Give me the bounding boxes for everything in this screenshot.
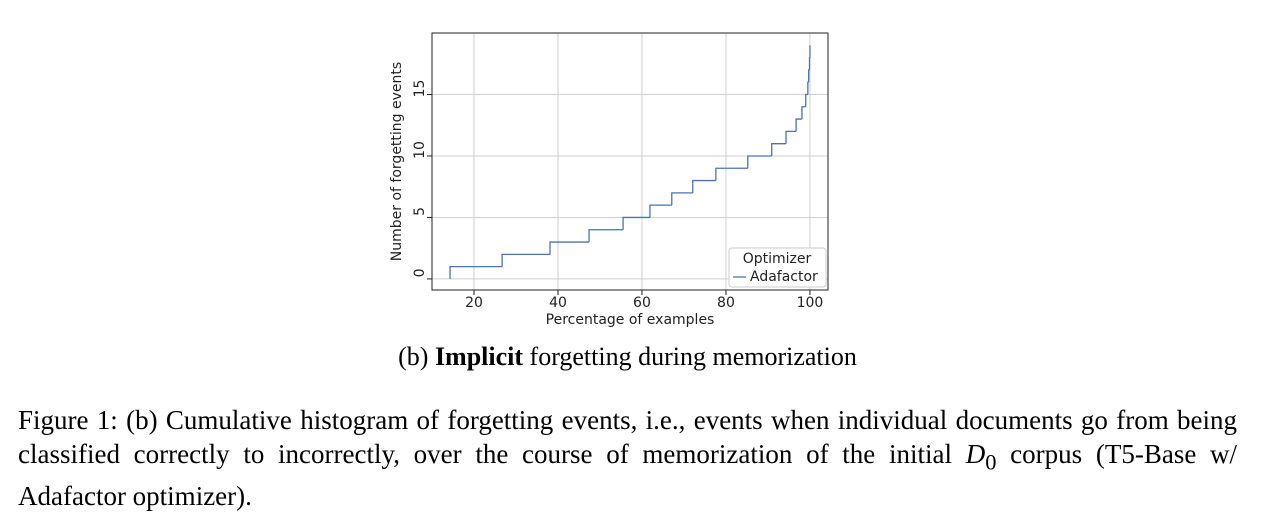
x-tick-label: 20	[465, 295, 483, 311]
step-segment	[715, 167, 748, 181]
step-segment	[549, 241, 590, 255]
step-segment	[785, 130, 797, 144]
y-tick-label: 5	[412, 207, 428, 216]
step-segment	[622, 216, 650, 230]
y-tick-label: 10	[412, 141, 428, 159]
subcaption-bold: Implicit	[434, 342, 524, 371]
x-axis-label: Percentage of examples	[546, 312, 715, 328]
caption-sub: 0	[985, 449, 997, 475]
y-axis-label: Number of forgetting events	[389, 62, 405, 261]
step-segment	[808, 69, 810, 83]
y-tick-label: 15	[412, 80, 428, 98]
step-segment	[588, 229, 624, 243]
step-segment	[807, 81, 809, 95]
x-tick-label: 60	[633, 295, 651, 311]
step-segment	[671, 192, 693, 206]
step-segment	[692, 179, 716, 193]
step-segment	[801, 106, 806, 120]
subcaption-text: forgetting during memorization	[529, 342, 857, 371]
legend-label: Adafactor	[750, 269, 818, 285]
caption-math: D	[965, 439, 986, 469]
x-tick-label: 80	[717, 295, 735, 311]
chart: 20 40 60 80 100 0 5 10 15 Percentage of examples N…	[389, 32, 829, 328]
plot-frame	[431, 32, 829, 291]
x-tick-label: 40	[549, 295, 567, 311]
legend-box	[728, 247, 827, 288]
legend-title: Optimizer	[743, 251, 812, 267]
subcaption: (b) Implicit forgetting during memorizat…	[0, 342, 1255, 372]
step-segment	[649, 204, 672, 218]
step-segment	[805, 93, 808, 107]
caption-text: Figure 1: (b) Cumulative histogram of fo…	[18, 405, 1237, 469]
caption: Figure 1: (b) Cumulative histogram of fo…	[18, 403, 1237, 513]
x-tick-label: 100	[797, 295, 824, 311]
step-segment	[449, 265, 503, 279]
subcaption-label: (b)	[398, 342, 429, 371]
step-segment	[771, 143, 787, 156]
y-tick-label: 0	[412, 268, 428, 277]
step-segment	[501, 253, 551, 267]
caption-text: corpus (T5-Base w/ Adafactor optimizer).	[18, 439, 1238, 512]
step-segment	[795, 118, 802, 132]
step-segment	[747, 155, 772, 169]
